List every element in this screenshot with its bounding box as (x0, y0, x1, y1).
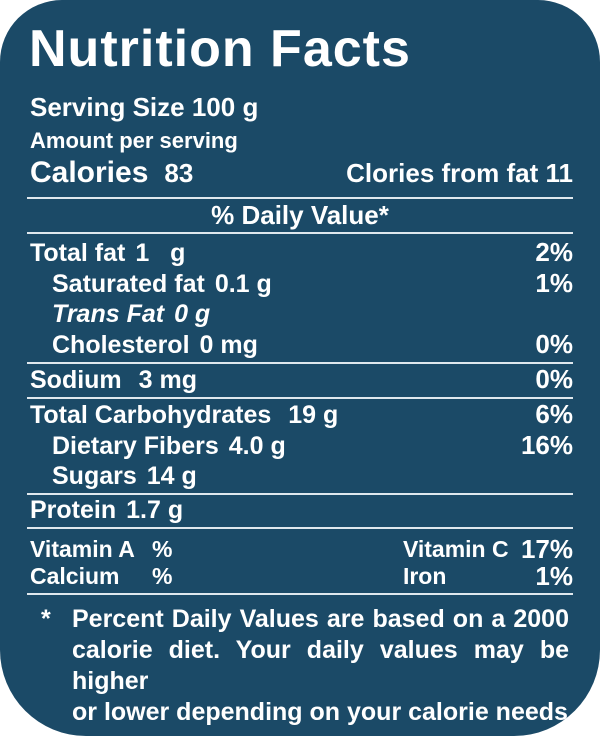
calcium-label: Calcium (30, 563, 120, 589)
nutrient-amount: 0 mg (199, 331, 258, 359)
vitamin-a-label: Vitamin A (30, 536, 135, 562)
footnote-text: Percent Daily Values are based on a 2000… (72, 604, 573, 728)
nutrient-daily-value: 0% (535, 329, 573, 359)
nutrient-name: Sugars (52, 462, 137, 490)
iron-label: Iron (402, 563, 447, 589)
nutrient-amount: 0.1 g (214, 270, 272, 298)
nutrient-name: Protein (30, 496, 117, 524)
nutrient-amount: 1 g (135, 239, 186, 267)
calcium-value: % (152, 563, 173, 589)
nutrient-amount: 3 mg (131, 366, 197, 394)
calories-value: 83 (164, 158, 194, 188)
nutrient-row-total-carbohydrates: Total Carbohydrates 19 g 6% (30, 399, 573, 430)
nutrient-row-trans-fat: Trans Fat 0 g (30, 299, 573, 329)
vitamin-a-value: % (152, 536, 173, 562)
vitamin-c-label: Vitamin C (402, 536, 509, 562)
asterisk-marker: * (41, 605, 51, 633)
daily-value-header: % Daily Value* (211, 200, 389, 230)
divider (27, 527, 573, 529)
nutrient-name: Cholesterol (52, 331, 190, 359)
divider (27, 593, 573, 595)
footnote: * Percent Daily Values are based on a 20… (41, 604, 573, 728)
calories-from-fat: Clories from fat 11 (346, 158, 573, 188)
nutrient-daily-value: 2% (535, 237, 573, 267)
nutrient-name: Total fat (30, 239, 126, 267)
nutrient-amount: 0 g (174, 300, 211, 328)
label-title: Nutrition Facts (29, 20, 411, 78)
divider (27, 197, 573, 199)
nutrient-daily-value: 16% (520, 430, 573, 460)
calories-label: Calories (30, 156, 149, 189)
nutrient-name: Trans Fat (52, 300, 165, 328)
nutrient-row-cholesterol: Cholesterol 0 mg 0% (30, 329, 573, 360)
nutrient-daily-value: 0% (535, 364, 573, 394)
iron-value: 1% (535, 561, 573, 591)
nutrient-name: Dietary Fibers (52, 432, 219, 460)
amount-per-serving: Amount per serving (30, 128, 238, 153)
nutrient-name: Saturated fat (52, 270, 205, 298)
nutrient-row-sodium: Sodium 3 mg 0% (30, 364, 573, 395)
nutrient-name: Sodium (30, 366, 122, 394)
nutrient-daily-value: 6% (535, 399, 573, 429)
nutrient-row-sugars: Sugars 14 g (30, 461, 573, 491)
serving-size: Serving Size 100 g (30, 92, 259, 122)
nutrient-amount: 14 g (146, 462, 197, 490)
nutrient-row-dietary-fibers: Dietary Fibers 4.0 g 16% (30, 430, 573, 461)
nutrient-row-protein: Protein 1.7 g (30, 495, 573, 525)
calories-row: Calories 83 Clories from fat 11 (30, 156, 573, 190)
nutrient-amount: 1.7 g (126, 496, 184, 524)
nutrient-row-total-fat: Total fat 1 g 2% (30, 237, 573, 268)
nutrient-name: Total Carbohydrates (30, 401, 272, 429)
divider (27, 397, 573, 399)
divider (27, 362, 573, 364)
divider (27, 493, 573, 495)
vitamin-c-value: 17% (520, 534, 573, 564)
vitamins-section: Vitamin A % Vitamin C 17% Calcium % Iron… (30, 536, 573, 589)
nutrient-row-saturated-fat: Saturated fat 0.1 g 1% (30, 268, 573, 299)
footnote-line: Percent Daily Values are based on a 2000 (72, 605, 569, 633)
nutrient-amount: 19 g (281, 401, 339, 429)
divider (27, 232, 573, 234)
nutrient-daily-value: 1% (535, 268, 573, 298)
footnote-line: or lower depending on your calorie needs (72, 698, 568, 726)
nutrient-amount: 4.0 g (228, 432, 286, 460)
footnote-line: calorie diet. Your daily values may be h… (72, 636, 569, 695)
